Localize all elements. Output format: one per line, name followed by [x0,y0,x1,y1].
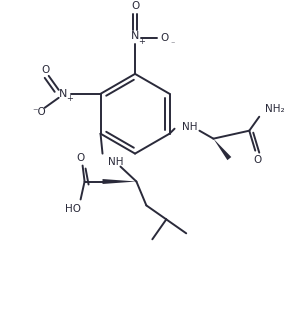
Text: O: O [76,152,85,162]
Text: NH: NH [182,122,197,132]
Polygon shape [213,139,231,160]
Text: O: O [41,65,50,75]
Text: ⁻: ⁻ [171,39,175,48]
Polygon shape [103,179,136,184]
Text: +: + [138,36,146,46]
Text: NH₂: NH₂ [265,104,285,114]
Text: N: N [59,89,67,99]
Text: +: + [66,94,73,103]
Text: O: O [131,1,139,11]
Text: N: N [131,31,139,41]
Text: O: O [161,33,169,43]
Text: ⁻O: ⁻O [32,107,46,117]
Text: NH: NH [108,157,124,167]
Text: O: O [253,155,261,165]
Text: HO: HO [65,204,81,214]
